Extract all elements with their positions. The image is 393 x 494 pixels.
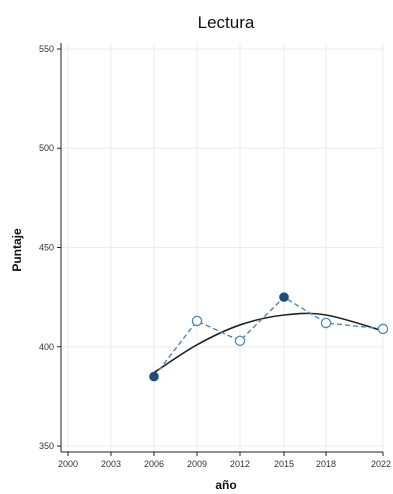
x-tick-label: 2006 [144,459,164,469]
data-point-open [320,317,332,329]
y-tick-label: 550 [39,44,54,54]
y-tick-label: 350 [39,441,54,451]
data-point-filled [149,371,159,382]
x-tick-label: 2018 [316,459,336,469]
chart-title: Lectura [198,13,255,32]
y-tick-label: 500 [39,143,54,153]
data-point-open [234,335,246,347]
data-point-open [377,323,389,335]
x-axis-label: año [215,478,236,492]
trend-line [153,312,384,374]
y-axis-label: Puntaje [10,228,24,272]
data-point-open [191,315,203,327]
x-tick-label: 2000 [58,459,78,469]
x-tick-label: 2012 [230,459,250,469]
x-tick-label: 2022 [371,459,391,469]
x-tick-label: 2009 [187,459,207,469]
y-tick-labels: 350 400 450 500 550 [39,44,61,451]
x-tick-labels: 2000 2003 2006 2009 2012 2015 2018 2022 [58,452,391,469]
grid [61,43,384,452]
data-point-filled [279,292,289,302]
dashed-series-line [153,296,384,377]
y-tick-label: 450 [39,243,54,253]
x-tick-label: 2015 [274,459,294,469]
series [149,292,389,382]
y-tick-label: 400 [39,342,54,352]
x-tick-label: 2003 [101,459,121,469]
